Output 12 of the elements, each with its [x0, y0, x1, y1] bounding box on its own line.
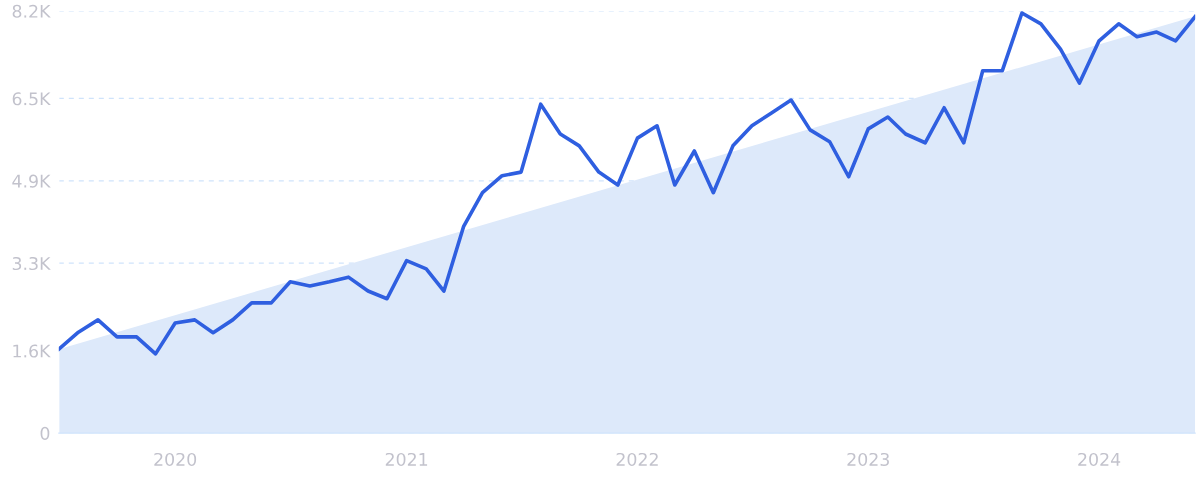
- x-tick-label: 2024: [1078, 452, 1121, 467]
- y-tick-label: 8.2K: [12, 4, 51, 18]
- x-tick-label: 2022: [616, 452, 658, 467]
- y-tick-label: 3.3K: [12, 256, 51, 271]
- x-tick-label: 2021: [385, 452, 428, 467]
- y-tick-label: 6.5K: [12, 92, 51, 106]
- y-tick-label: 0: [40, 426, 50, 440]
- x-tick-label: 2023: [847, 452, 889, 467]
- line-series: [58, 11, 1196, 356]
- x-tick-label: 2020: [154, 452, 197, 467]
- y-tick-label: 1.6K: [13, 344, 51, 358]
- y-tick-label: 4.9K: [12, 174, 51, 188]
